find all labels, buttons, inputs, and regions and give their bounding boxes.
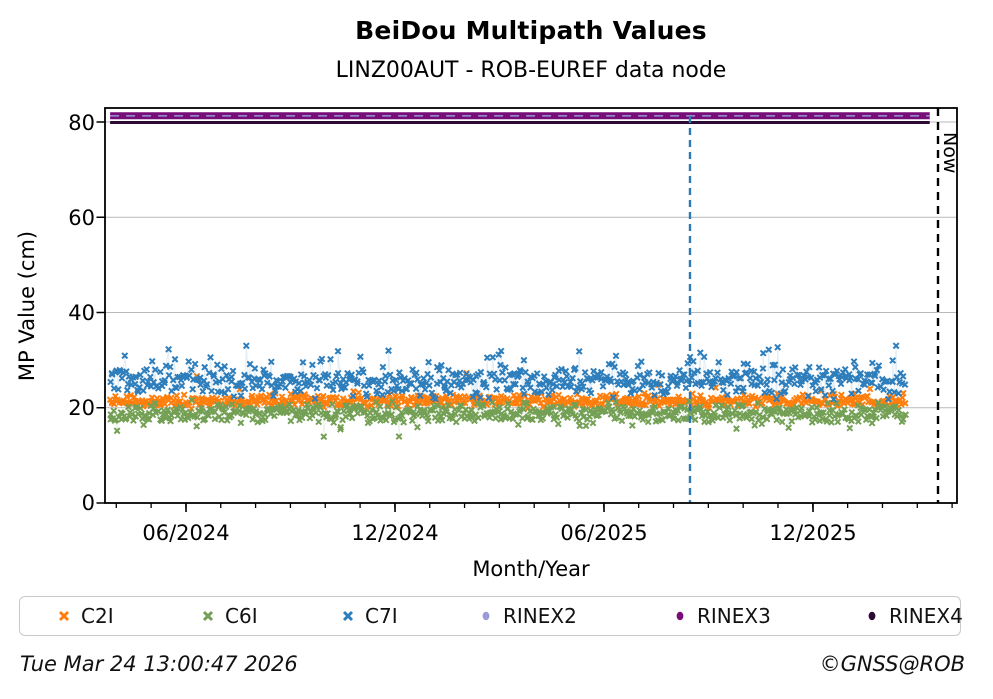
rinex4-dot-marker-icon: [864, 608, 880, 624]
legend-item-c7i: C7I: [340, 597, 398, 634]
y-tick-label: 60: [68, 206, 95, 230]
legend-item-rinex4: RINEX4: [864, 597, 963, 634]
plot-timestamp: Tue Mar 24 13:00:47 2026: [20, 652, 298, 676]
chart-legend: C2I C6I C7I RINEX2 RINEX3 RINEX4: [19, 596, 963, 636]
legend-item-rinex2: RINEX2: [478, 597, 577, 634]
rinex2-dot-marker-icon: [478, 608, 494, 624]
x-axis-label: Month/Year: [472, 557, 590, 581]
chart-canvas: 0 20 40 60 80 06/2024 12/2024 06/2025 12…: [15, 107, 961, 581]
legend-item-c2i: C2I: [56, 597, 114, 634]
gridlines-layer: [105, 121, 957, 409]
chart-subtitle: LINZ00AUT - ROB-EUREF data node: [335, 58, 727, 83]
y-tick-label: 0: [82, 491, 95, 515]
y-tick-label: 20: [68, 396, 95, 420]
x-tick-label: 06/2024: [142, 521, 229, 545]
rinex3-dot-marker-icon: [672, 608, 688, 624]
y-tick-label: 40: [68, 301, 95, 325]
legend-label: C7I: [365, 603, 398, 628]
legend-label: RINEX4: [889, 603, 963, 628]
legend-label: C2I: [81, 603, 114, 628]
y-tick-label: 80: [68, 111, 95, 135]
annotation-layer: [688, 108, 940, 503]
series-layer: [106, 112, 930, 441]
legend-label: RINEX2: [503, 603, 577, 628]
x-tick-label: 12/2025: [769, 521, 856, 545]
x-tick-label: 06/2025: [560, 521, 647, 545]
y-axis-label: MP Value (cm): [15, 231, 39, 381]
series-c7i-points: [107, 342, 909, 403]
now-label: Now: [939, 132, 961, 173]
chart-title: BeiDou Multipath Values: [355, 16, 707, 45]
legend-item-c6i: C6I: [200, 597, 258, 634]
series-c6i-points: [107, 396, 910, 441]
ticks-layer: [96, 121, 953, 512]
legend-label: RINEX3: [697, 603, 771, 628]
c2i-x-marker-icon: [56, 608, 72, 624]
x-tick-label: 12/2024: [351, 521, 438, 545]
legend-item-rinex3: RINEX3: [672, 597, 771, 634]
plot-border: [104, 107, 958, 504]
c7i-x-marker-icon: [340, 608, 356, 624]
copyright-text: ©GNSS@ROB: [819, 652, 965, 676]
legend-label: C6I: [225, 603, 258, 628]
c6i-x-marker-icon: [200, 608, 216, 624]
